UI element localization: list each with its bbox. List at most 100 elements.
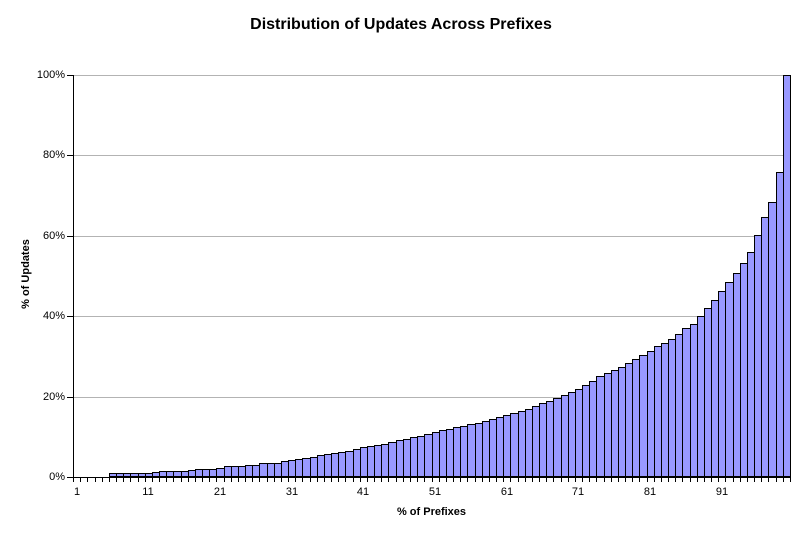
x-axis-title: % of Prefixes <box>396 506 467 518</box>
y-tick-label: 0% <box>49 471 65 483</box>
x-tick-mark <box>95 478 96 482</box>
x-tick-mark <box>453 478 454 482</box>
x-tick-mark <box>173 478 174 482</box>
x-tick-mark <box>754 478 755 482</box>
x-tick-mark <box>618 478 619 482</box>
x-tick-mark <box>281 478 282 482</box>
x-tick-mark <box>202 478 203 482</box>
x-tick-mark <box>482 478 483 482</box>
x-tick-mark <box>238 478 239 482</box>
gridline <box>73 75 790 76</box>
x-tick-mark <box>661 478 662 482</box>
x-tick-mark <box>496 478 497 482</box>
x-tick-mark <box>790 478 791 482</box>
x-tick-mark <box>317 478 318 482</box>
y-tick-label: 60% <box>42 230 65 242</box>
x-tick-mark <box>195 478 196 482</box>
x-tick-mark <box>725 478 726 482</box>
x-tick-mark <box>467 478 468 482</box>
x-tick-mark <box>152 478 153 482</box>
x-tick-mark <box>295 478 296 482</box>
x-tick-mark <box>625 478 626 482</box>
x-tick-mark <box>768 478 769 482</box>
x-tick-mark <box>733 478 734 482</box>
x-tick-label: 61 <box>500 486 514 498</box>
x-tick-label: 81 <box>643 486 657 498</box>
x-tick-mark <box>274 478 275 482</box>
x-tick-mark <box>403 478 404 482</box>
x-tick-mark <box>267 478 268 482</box>
x-tick-mark <box>345 478 346 482</box>
x-tick-mark <box>367 478 368 482</box>
y-tick-label: 80% <box>42 149 65 161</box>
y-tick-mark <box>67 397 73 398</box>
x-tick-mark <box>302 478 303 482</box>
x-tick-mark <box>747 478 748 482</box>
x-tick-mark <box>410 478 411 482</box>
x-tick-mark <box>697 478 698 482</box>
x-tick-label: 91 <box>715 486 729 498</box>
x-tick-mark <box>417 478 418 482</box>
gridline <box>73 397 790 398</box>
x-tick-label: 31 <box>285 486 299 498</box>
gridline <box>73 316 790 317</box>
x-tick-mark <box>439 478 440 482</box>
x-tick-mark <box>80 478 81 482</box>
x-tick-label: 1 <box>73 486 81 498</box>
x-tick-mark <box>424 478 425 482</box>
x-tick-mark <box>231 478 232 482</box>
y-tick-label: 40% <box>42 310 65 322</box>
plot-area <box>67 75 791 482</box>
x-tick-mark <box>553 478 554 482</box>
x-tick-mark <box>532 478 533 482</box>
x-tick-label: 21 <box>213 486 227 498</box>
x-tick-mark <box>690 478 691 482</box>
y-tick-mark <box>67 236 73 237</box>
x-tick-mark <box>381 478 382 482</box>
x-tick-mark <box>475 478 476 482</box>
x-tick-mark <box>159 478 160 482</box>
x-tick-mark <box>209 478 210 482</box>
x-tick-mark <box>460 478 461 482</box>
x-tick-mark <box>388 478 389 482</box>
x-tick-mark <box>360 478 361 482</box>
x-tick-label: 11 <box>142 486 154 498</box>
y-tick-mark <box>67 316 73 317</box>
x-tick-mark <box>654 478 655 482</box>
x-tick-mark <box>188 478 189 482</box>
y-tick-mark <box>67 477 73 478</box>
x-tick-mark <box>704 478 705 482</box>
x-tick-mark <box>259 478 260 482</box>
x-tick-mark <box>711 478 712 482</box>
gridline <box>73 155 790 156</box>
x-tick-mark <box>446 478 447 482</box>
x-tick-mark <box>539 478 540 482</box>
y-tick-label: 20% <box>42 391 65 403</box>
x-tick-mark <box>561 478 562 482</box>
gridline <box>73 236 790 237</box>
x-tick-mark <box>87 478 88 482</box>
x-tick-mark <box>503 478 504 482</box>
x-tick-label: 41 <box>356 486 370 498</box>
x-tick-mark <box>668 478 669 482</box>
y-tick-label: 100% <box>36 69 65 81</box>
y-tick-mark <box>67 75 73 76</box>
x-tick-mark <box>331 478 332 482</box>
x-tick-mark <box>639 478 640 482</box>
x-tick-mark <box>575 478 576 482</box>
x-tick-mark <box>123 478 124 482</box>
x-tick-mark <box>181 478 182 482</box>
x-tick-mark <box>518 478 519 482</box>
x-tick-mark <box>109 478 110 482</box>
x-tick-mark <box>116 478 117 482</box>
x-tick-mark <box>675 478 676 482</box>
x-tick-mark <box>396 478 397 482</box>
x-tick-label: 71 <box>571 486 585 498</box>
bar <box>783 75 791 477</box>
x-tick-mark <box>245 478 246 482</box>
y-axis-line <box>73 75 74 478</box>
x-tick-mark <box>568 478 569 482</box>
x-tick-mark <box>489 478 490 482</box>
x-tick-mark <box>138 478 139 482</box>
